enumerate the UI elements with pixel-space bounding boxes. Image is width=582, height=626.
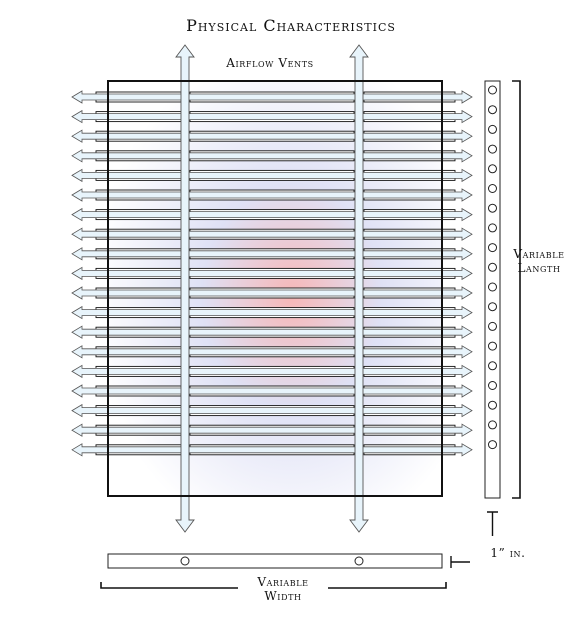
bottom-strip xyxy=(107,553,443,569)
side-hole xyxy=(488,144,497,154)
side-hole xyxy=(488,420,497,430)
side-hole xyxy=(488,321,497,331)
horizontal-airflow-arrow xyxy=(71,423,473,437)
horizontal-airflow-arrow xyxy=(71,207,473,222)
horizontal-airflow-arrow xyxy=(71,443,473,457)
length-line-2: Langth xyxy=(517,261,561,275)
horizontal-airflow-arrow xyxy=(71,90,473,104)
variable-width-label: Variable Width xyxy=(228,575,338,603)
horizontal-airflow-arrow xyxy=(71,188,473,202)
bottom-hole xyxy=(354,556,364,566)
side-hole xyxy=(488,105,497,115)
side-hole xyxy=(488,203,497,213)
airflow-vents-label: Airflow Vents xyxy=(226,56,314,70)
side-hole xyxy=(488,341,497,351)
horizontal-airflow-arrow xyxy=(71,305,473,320)
side-hole xyxy=(488,302,497,312)
side-hole xyxy=(488,381,497,390)
horizontal-airflow-arrow xyxy=(71,168,473,183)
side-hole xyxy=(488,164,497,174)
side-hole xyxy=(488,400,497,410)
length-bracket xyxy=(512,80,521,499)
length-line-1: Variable xyxy=(513,247,565,261)
horizontal-airflow-arrow xyxy=(71,109,473,124)
horizontal-airflow-arrow xyxy=(71,364,473,379)
horizontal-airflow-arrow xyxy=(71,325,473,339)
side-hole xyxy=(488,243,497,253)
horizontal-airflow-arrow xyxy=(71,149,473,163)
horizontal-airflow-arrow xyxy=(71,266,473,281)
side-holes xyxy=(488,85,497,450)
horizontal-airflow-arrow xyxy=(71,403,473,418)
vertical-airflow-arrow xyxy=(349,44,369,533)
side-hole xyxy=(488,282,497,292)
bottom-hole xyxy=(180,556,190,566)
horizontal-airflow-arrow xyxy=(71,129,473,143)
horizontal-airflow-arrow xyxy=(71,247,473,261)
panel-outline xyxy=(107,80,443,497)
airflow-arrows xyxy=(71,44,473,533)
thickness-label: 1” in. xyxy=(490,546,526,560)
side-hole xyxy=(488,124,497,134)
width-line-2: Width xyxy=(264,589,302,603)
horizontal-airflow-arrow xyxy=(71,345,473,359)
side-hole xyxy=(488,361,497,371)
horizontal-airflow-arrow xyxy=(71,286,473,300)
side-hole xyxy=(488,85,497,95)
width-bracket xyxy=(100,582,447,589)
width-line-1: Variable xyxy=(257,575,309,589)
side-hole xyxy=(488,223,497,233)
side-hole xyxy=(488,184,497,193)
page-title: Physical Characteristics xyxy=(186,16,396,35)
variable-length-label: Variable Langth xyxy=(496,247,582,275)
horizontal-airflow-arrow xyxy=(71,384,473,398)
horizontal-airflow-arrow xyxy=(71,227,473,241)
thickness-bracket xyxy=(450,556,470,568)
vertical-airflow-arrow xyxy=(175,44,195,533)
thickness-marker xyxy=(487,511,498,536)
side-hole xyxy=(488,440,497,450)
side-hole xyxy=(488,262,497,272)
